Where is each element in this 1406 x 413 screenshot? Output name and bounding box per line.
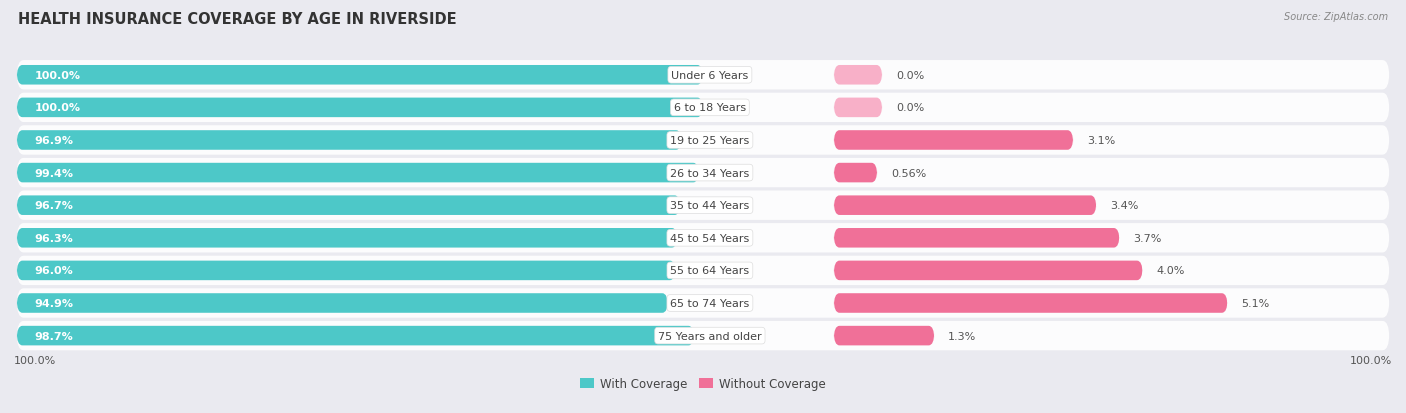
Text: 0.0%: 0.0% (896, 71, 924, 81)
Text: 6 to 18 Years: 6 to 18 Years (673, 103, 747, 113)
FancyBboxPatch shape (17, 261, 675, 280)
Text: 65 to 74 Years: 65 to 74 Years (671, 298, 749, 308)
Text: 98.7%: 98.7% (35, 331, 73, 341)
Text: 96.3%: 96.3% (35, 233, 73, 243)
Text: 100.0%: 100.0% (35, 103, 80, 113)
FancyBboxPatch shape (834, 228, 1119, 248)
Text: HEALTH INSURANCE COVERAGE BY AGE IN RIVERSIDE: HEALTH INSURANCE COVERAGE BY AGE IN RIVE… (18, 12, 457, 27)
FancyBboxPatch shape (834, 326, 934, 346)
FancyBboxPatch shape (17, 321, 1389, 350)
Text: 45 to 54 Years: 45 to 54 Years (671, 233, 749, 243)
FancyBboxPatch shape (17, 223, 1389, 253)
FancyBboxPatch shape (17, 61, 1389, 90)
FancyBboxPatch shape (17, 164, 699, 183)
Text: 96.7%: 96.7% (35, 201, 73, 211)
Text: 99.4%: 99.4% (35, 168, 73, 178)
FancyBboxPatch shape (17, 256, 1389, 285)
Text: 100.0%: 100.0% (1350, 355, 1392, 365)
Text: 26 to 34 Years: 26 to 34 Years (671, 168, 749, 178)
Text: 4.0%: 4.0% (1156, 266, 1185, 276)
FancyBboxPatch shape (17, 289, 1389, 318)
FancyBboxPatch shape (17, 326, 695, 346)
FancyBboxPatch shape (17, 98, 703, 118)
FancyBboxPatch shape (17, 126, 1389, 155)
Text: 100.0%: 100.0% (14, 355, 56, 365)
Text: 3.1%: 3.1% (1087, 135, 1115, 146)
Text: 0.0%: 0.0% (896, 103, 924, 113)
Text: 5.1%: 5.1% (1241, 298, 1270, 308)
Text: 1.3%: 1.3% (948, 331, 976, 341)
Text: 19 to 25 Years: 19 to 25 Years (671, 135, 749, 146)
Text: 3.7%: 3.7% (1133, 233, 1161, 243)
FancyBboxPatch shape (834, 196, 1097, 216)
FancyBboxPatch shape (834, 131, 1073, 150)
Legend: With Coverage, Without Coverage: With Coverage, Without Coverage (575, 373, 831, 395)
Text: 35 to 44 Years: 35 to 44 Years (671, 201, 749, 211)
Text: 100.0%: 100.0% (35, 71, 80, 81)
FancyBboxPatch shape (17, 93, 1389, 123)
FancyBboxPatch shape (17, 196, 681, 216)
Text: 96.0%: 96.0% (35, 266, 73, 276)
Text: 96.9%: 96.9% (35, 135, 73, 146)
FancyBboxPatch shape (834, 66, 882, 85)
FancyBboxPatch shape (17, 228, 678, 248)
Text: Source: ZipAtlas.com: Source: ZipAtlas.com (1284, 12, 1388, 22)
FancyBboxPatch shape (17, 131, 682, 150)
FancyBboxPatch shape (834, 98, 882, 118)
FancyBboxPatch shape (17, 191, 1389, 220)
FancyBboxPatch shape (17, 66, 703, 85)
FancyBboxPatch shape (17, 159, 1389, 188)
FancyBboxPatch shape (834, 294, 1227, 313)
Text: 55 to 64 Years: 55 to 64 Years (671, 266, 749, 276)
Text: 94.9%: 94.9% (35, 298, 73, 308)
FancyBboxPatch shape (834, 261, 1143, 280)
FancyBboxPatch shape (17, 294, 668, 313)
Text: 3.4%: 3.4% (1109, 201, 1139, 211)
Text: 75 Years and older: 75 Years and older (658, 331, 762, 341)
FancyBboxPatch shape (834, 164, 877, 183)
Text: 0.56%: 0.56% (891, 168, 927, 178)
Text: Under 6 Years: Under 6 Years (671, 71, 748, 81)
